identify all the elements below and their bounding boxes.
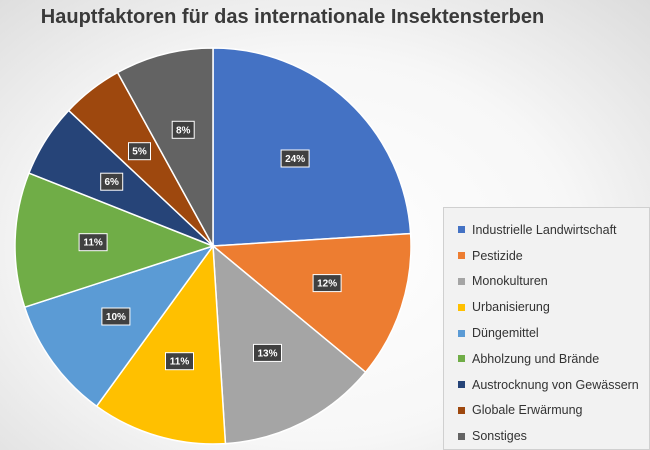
legend-item: Urbanisierung [458, 294, 649, 320]
data-label-box [280, 149, 310, 168]
data-label: 11% [78, 233, 108, 252]
data-label-text: 8% [176, 125, 191, 136]
legend-swatch [458, 381, 465, 389]
data-label: 24% [280, 149, 310, 168]
data-label: 12% [312, 274, 342, 293]
data-label-text: 24% [285, 154, 305, 165]
data-label-text: 5% [132, 147, 147, 158]
legend-label: Düngemittel [472, 326, 539, 341]
pie-slice [212, 244, 367, 445]
data-label-box [312, 274, 342, 293]
chart-title: Hauptfaktoren für das internationale Ins… [40, 6, 545, 28]
pie-slice [23, 244, 215, 408]
data-label-text: 10% [106, 312, 126, 323]
legend-swatch [458, 303, 465, 311]
pie-slice [212, 47, 412, 247]
legend-label: Urbanisierung [472, 300, 550, 315]
legend-label: Monokulturen [472, 274, 548, 289]
legend-swatch [458, 406, 465, 414]
legend-item: Sonstiges [458, 423, 649, 449]
legend-swatch [458, 277, 465, 285]
legend: Industrielle Landwirtschaft Pestizide Mono… [443, 207, 650, 450]
legend-item: Monokulturen [458, 269, 649, 295]
data-label-text: 12% [317, 279, 337, 290]
data-label-text: 6% [104, 177, 119, 188]
pie-slice [211, 232, 412, 374]
legend-item: Pestizide [458, 243, 649, 269]
pie-slice [14, 172, 216, 309]
legend-label: Pestizide [472, 248, 523, 263]
data-label-text: 11% [170, 357, 190, 368]
pie-slice [95, 243, 227, 445]
data-label: 5% [128, 142, 151, 161]
data-label-box [253, 343, 282, 362]
legend-item: Düngemittel [458, 320, 649, 346]
data-label: 11% [165, 352, 194, 371]
legend-item: Globale Erwärmung [458, 398, 649, 424]
data-label-text: 11% [83, 238, 103, 249]
legend-label: Globale Erwärmung [472, 403, 583, 418]
legend-item: Austrocknung von Gewässern [458, 372, 649, 398]
data-label-text: 13% [257, 348, 277, 359]
legend-item: Industrielle Landwirtschaft [458, 217, 649, 243]
legend-item: Abholzung und Brände [458, 346, 649, 372]
data-label-box [165, 352, 194, 371]
legend-swatch [458, 252, 465, 260]
data-label: 6% [100, 172, 124, 191]
data-label-box [128, 142, 151, 161]
legend-label: Industrielle Landwirtschaft [472, 222, 617, 237]
data-label: 13% [253, 343, 282, 362]
legend-label: Sonstiges [472, 429, 527, 444]
data-label-box [101, 307, 131, 326]
data-label-box [100, 172, 124, 191]
data-label: 8% [171, 120, 195, 139]
legend-swatch [458, 226, 465, 234]
data-label-box [78, 233, 108, 252]
legend-swatch [458, 432, 465, 440]
legend-label: Austrocknung von Gewässern [472, 377, 639, 392]
legend-label: Abholzung und Brände [472, 351, 600, 366]
legend-swatch [458, 355, 465, 363]
pie-slice [116, 47, 214, 247]
legend-swatch [458, 329, 465, 337]
data-label-box [171, 120, 195, 139]
data-label: 10% [101, 307, 131, 326]
